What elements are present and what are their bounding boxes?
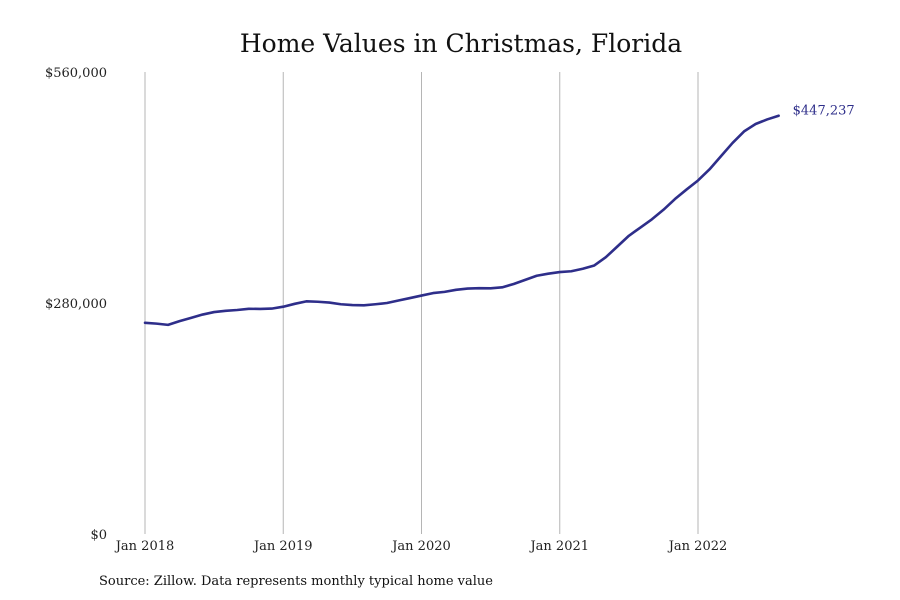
home-value-series-line — [143, 114, 780, 327]
y-tick-label: $0 — [90, 528, 107, 543]
chart-title: Home Values in Christmas, Florida — [240, 29, 682, 58]
latest-value-label: $447,237 — [793, 104, 855, 119]
x-tick-label: Jan 2021 — [528, 539, 589, 554]
source-note: Source: Zillow. Data represents monthly … — [99, 574, 493, 589]
x-tick-label: Jan 2018 — [114, 539, 175, 554]
x-tick-label: Jan 2019 — [252, 539, 313, 554]
x-axis-tick-labels: Jan 2018 Jan 2019 Jan 2020 Jan 2021 Jan 2022 — [114, 539, 728, 554]
x-tick-label: Jan 2020 — [390, 539, 451, 554]
x-tick-label: Jan 2022 — [667, 539, 728, 554]
y-tick-label: $560,000 — [45, 66, 107, 81]
vertical-gridlines — [144, 72, 699, 534]
y-axis-tick-labels: $0 $280,000 $560,000 — [45, 66, 107, 543]
y-tick-label: $280,000 — [45, 297, 107, 312]
